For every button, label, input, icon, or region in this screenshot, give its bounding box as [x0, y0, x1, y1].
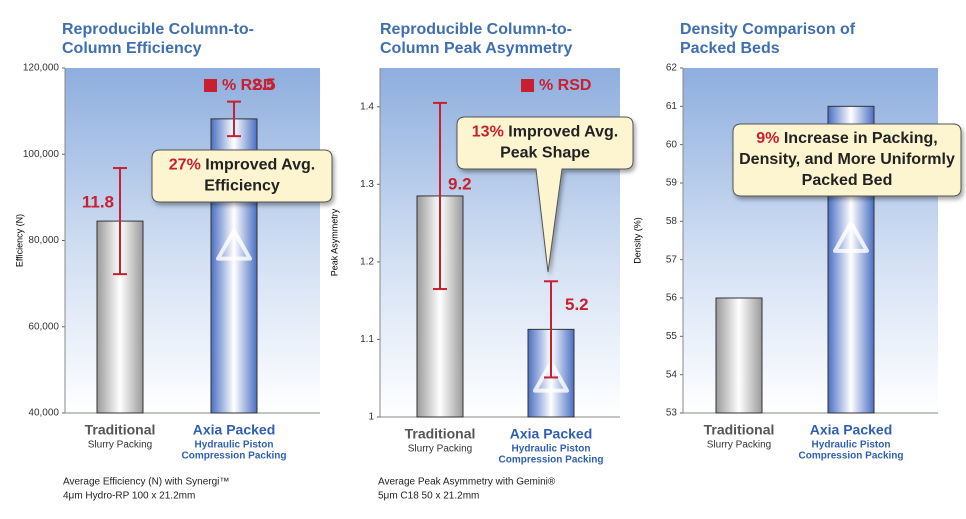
footnote: 4μm Hydro-RP 100 x 21.2mm: [63, 491, 195, 502]
category-sublabel: Compression Packing: [181, 451, 286, 462]
callout-box: [151, 149, 333, 203]
callout-text: Packed Bed: [802, 172, 893, 189]
category-sublabel: Hydraulic Piston: [195, 440, 274, 451]
y-tick-label: 1.2: [360, 257, 374, 268]
y-tick-label: 120,000: [23, 63, 60, 74]
legend-label: % RSD: [222, 77, 274, 94]
y-tick-label: 55: [666, 331, 678, 342]
y-tick-label: 62: [666, 63, 678, 74]
y-tick-label: 60,000: [28, 321, 59, 332]
callout-text: Density, and More Uniformly: [739, 151, 955, 168]
rsd-label: 11.8: [82, 193, 114, 212]
y-tick-label: 56: [666, 293, 678, 304]
category-sublabel: Slurry Packing: [88, 440, 152, 451]
chart-title: Reproducible Column-to-: [380, 21, 572, 38]
y-axis-label: Peak Asymmetry: [329, 208, 339, 276]
callout-text: 13% Improved Avg.: [472, 124, 618, 141]
y-tick-label: 1.1: [360, 334, 374, 345]
category-label: Axia Packed: [810, 422, 893, 438]
chart-title: Density Comparison of: [680, 21, 856, 38]
axia-logo: [833, 220, 869, 253]
category-label: Traditional: [405, 426, 476, 442]
bar: [715, 297, 763, 414]
y-tick-label: 60: [666, 139, 678, 150]
callout-line: Density, and More Uniformly: [739, 151, 955, 168]
chart-title: Column Peak Asymmetry: [380, 40, 572, 57]
callout-highlight: 9%: [756, 130, 779, 147]
footnote: Average Peak Asymmetry with Gemini®: [378, 477, 556, 488]
y-tick-label: 1: [368, 412, 374, 423]
callout-text: 27% Improved Avg.: [169, 157, 315, 174]
category-sublabel: Hydraulic Piston: [512, 444, 591, 455]
y-tick-label: 40,000: [28, 408, 59, 419]
axia-logo: [533, 360, 569, 393]
category-sublabel: Compression Packing: [798, 451, 903, 462]
y-tick-label: 59: [666, 178, 678, 189]
callout-highlight: 13%: [472, 124, 504, 141]
category-label: Traditional: [85, 422, 156, 438]
callout-text: Peak Shape: [500, 145, 590, 162]
callout-highlight: 27%: [169, 157, 201, 174]
error-bar: [433, 101, 447, 291]
callout-text: 9% Increase in Packing,: [756, 130, 937, 147]
category-label: Traditional: [704, 422, 775, 438]
error-bar: [227, 100, 241, 138]
callout-line: Improved Avg.: [508, 124, 618, 141]
callout-box: [732, 123, 962, 197]
y-tick-label: 54: [666, 369, 678, 380]
rsd-label: 2.5: [252, 75, 276, 94]
chart-title: Reproducible Column-to-: [62, 21, 254, 38]
y-axis-label: Efficiency (N): [14, 214, 24, 267]
y-tick-label: 1.3: [360, 179, 374, 190]
category-label: Axia Packed: [193, 422, 276, 438]
footnote: Average Efficiency (N) with Synergi™: [63, 477, 229, 488]
y-axis-label: Density (%): [632, 217, 642, 264]
footnote: 5μm C18 50 x 21.2mm: [378, 491, 479, 502]
rsd-label: 5.2: [565, 295, 589, 314]
rsd-label: 9.2: [448, 174, 472, 193]
category-sublabel: Hydraulic Piston: [812, 440, 891, 451]
category-label: Axia Packed: [510, 426, 593, 442]
category-sublabel: Slurry Packing: [707, 440, 771, 451]
callout-line: Improved Avg.: [205, 157, 315, 174]
y-tick-label: 61: [666, 101, 678, 112]
callout-line: Efficiency: [204, 178, 280, 195]
y-tick-label: 58: [666, 216, 678, 227]
callout-line: Packed Bed: [802, 172, 893, 189]
chart-title: Column Efficiency: [62, 40, 202, 57]
y-tick-label: 53: [666, 408, 678, 419]
callout-line: Increase in Packing,: [784, 130, 938, 147]
axia-logo: [216, 228, 252, 261]
callout-line: Peak Shape: [500, 145, 590, 162]
category-sublabel: Slurry Packing: [408, 444, 472, 455]
legend-swatch: [521, 79, 534, 92]
error-bar: [544, 280, 558, 379]
y-tick-label: 80,000: [28, 235, 59, 246]
legend-label: % RSD: [539, 77, 591, 94]
legend-swatch: [204, 79, 217, 92]
callout-box: [456, 116, 634, 273]
y-tick-label: 57: [666, 254, 678, 265]
chart-title: Packed Beds: [680, 40, 780, 57]
y-tick-label: 1.4: [360, 101, 374, 112]
error-bar: [113, 167, 127, 276]
callout-text: Efficiency: [204, 178, 280, 195]
y-tick-label: 100,000: [23, 149, 60, 160]
category-sublabel: Compression Packing: [498, 455, 603, 466]
